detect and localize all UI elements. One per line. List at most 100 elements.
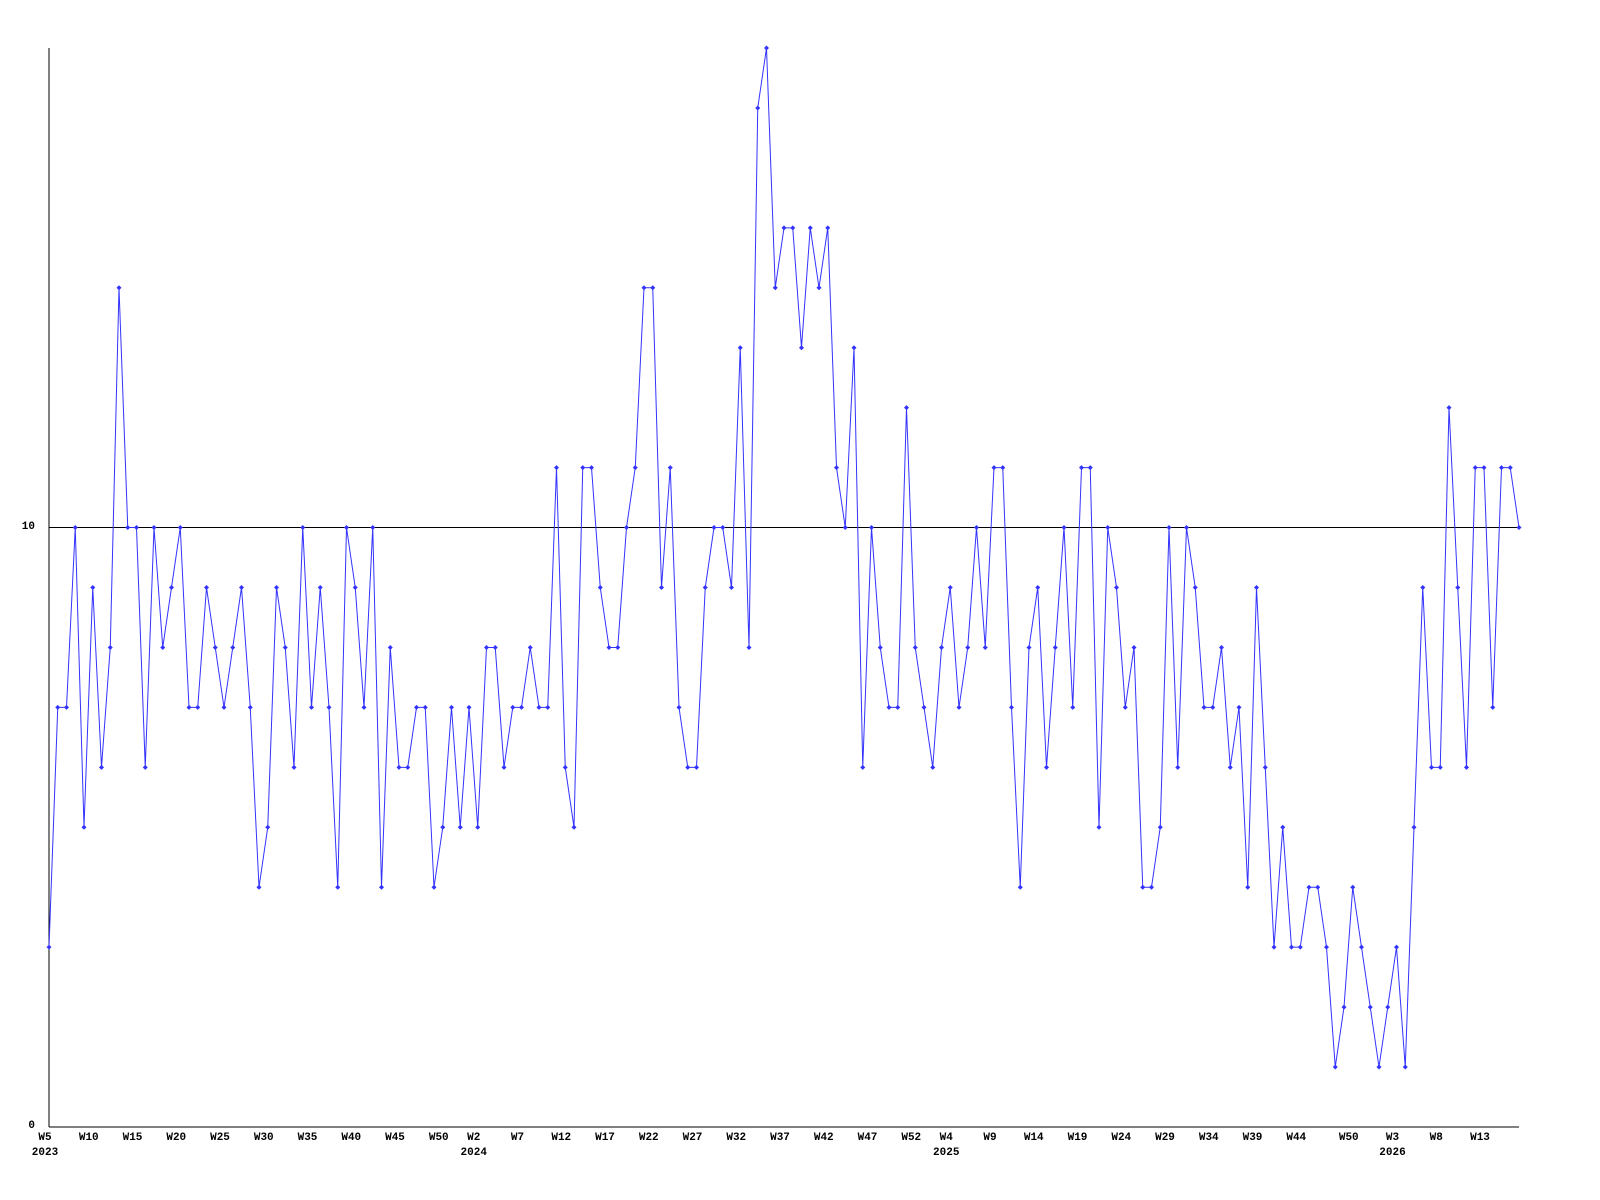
marker: [781, 225, 787, 231]
marker: [1035, 585, 1041, 590]
marker: [1157, 824, 1163, 830]
marker: [974, 525, 979, 531]
marker: [1114, 585, 1119, 590]
marker: [484, 644, 489, 650]
marker: [1052, 644, 1058, 650]
x-tick-label: W50: [428, 1132, 449, 1144]
marker: [737, 345, 743, 351]
marker: [72, 525, 78, 531]
marker: [641, 285, 647, 291]
marker: [851, 345, 857, 351]
x-tick-label: W34: [1198, 1132, 1219, 1144]
marker: [991, 465, 997, 471]
marker: [1324, 944, 1329, 950]
marker: [1332, 1064, 1338, 1070]
marker: [492, 644, 498, 650]
marker: [1315, 884, 1321, 890]
marker: [1000, 465, 1006, 471]
marker: [527, 644, 533, 650]
marker: [1411, 824, 1417, 830]
marker: [816, 285, 822, 291]
x-tick-label: W29: [1155, 1132, 1175, 1144]
marker: [1079, 465, 1084, 471]
marker: [510, 704, 516, 710]
x-tick-label: W37: [770, 1132, 790, 1144]
marker: [335, 884, 341, 890]
marker: [326, 704, 332, 710]
marker: [615, 644, 621, 650]
marker: [1245, 884, 1251, 890]
marker: [930, 764, 936, 770]
marker: [904, 405, 909, 411]
marker: [457, 824, 463, 830]
marker: [396, 764, 402, 770]
marker: [939, 644, 944, 650]
marker: [501, 764, 507, 770]
marker: [1289, 944, 1294, 950]
marker: [842, 525, 848, 531]
marker: [720, 525, 726, 531]
marker: [99, 764, 104, 770]
x-tick-label: W13: [1470, 1132, 1490, 1144]
marker: [1280, 824, 1286, 830]
x-tick-label: W12: [551, 1132, 572, 1144]
marker: [1341, 1004, 1347, 1010]
marker: [169, 585, 174, 590]
x-tick-label: W25: [210, 1132, 230, 1144]
x-tick-label: W14: [1023, 1132, 1044, 1144]
x-tick-label: W39: [1242, 1132, 1263, 1144]
x-tick-label: W40: [341, 1132, 362, 1144]
marker: [711, 525, 717, 531]
x-tick-label: W42: [813, 1132, 834, 1144]
marker: [1131, 644, 1137, 650]
marker: [300, 525, 306, 531]
marker: [1096, 824, 1102, 830]
marker: [1184, 525, 1189, 531]
marker: [186, 704, 192, 710]
marker: [125, 525, 131, 531]
marker: [1507, 465, 1513, 471]
x-tick-label: W27: [682, 1132, 703, 1144]
x-tick-label: W32: [726, 1132, 747, 1144]
marker: [536, 704, 542, 710]
marker: [886, 704, 892, 710]
marker: [545, 704, 551, 710]
marker: [1122, 704, 1128, 710]
x-tick-label: W22: [638, 1132, 659, 1144]
marker: [1437, 764, 1443, 770]
marker: [571, 824, 577, 830]
marker: [265, 824, 271, 830]
marker: [291, 764, 297, 770]
marker: [1201, 704, 1207, 710]
marker: [405, 764, 411, 770]
x-tick-label: W10: [78, 1132, 99, 1144]
marker: [519, 704, 524, 710]
marker: [1044, 764, 1049, 770]
marker: [912, 644, 918, 650]
marker: [1472, 465, 1478, 471]
marker: [361, 704, 367, 710]
marker: [597, 585, 603, 590]
marker: [379, 884, 384, 890]
marker: [729, 585, 734, 590]
marker: [352, 585, 358, 590]
marker: [134, 525, 139, 531]
x-tick-label: W7: [510, 1132, 525, 1144]
marker: [195, 704, 201, 710]
x-tick-label: W4 2025: [933, 1132, 960, 1159]
marker: [1166, 525, 1172, 531]
marker: [1350, 884, 1356, 890]
marker: [1385, 1004, 1391, 1010]
marker: [1210, 704, 1216, 710]
marker: [282, 644, 288, 650]
marker: [1192, 585, 1198, 590]
marker: [1446, 405, 1452, 411]
marker: [1481, 465, 1487, 471]
marker: [895, 704, 901, 710]
marker: [107, 644, 113, 650]
marker: [1227, 764, 1233, 770]
marker: [1402, 1064, 1408, 1070]
marker: [449, 704, 454, 710]
marker: [317, 585, 323, 590]
marker: [204, 585, 209, 590]
